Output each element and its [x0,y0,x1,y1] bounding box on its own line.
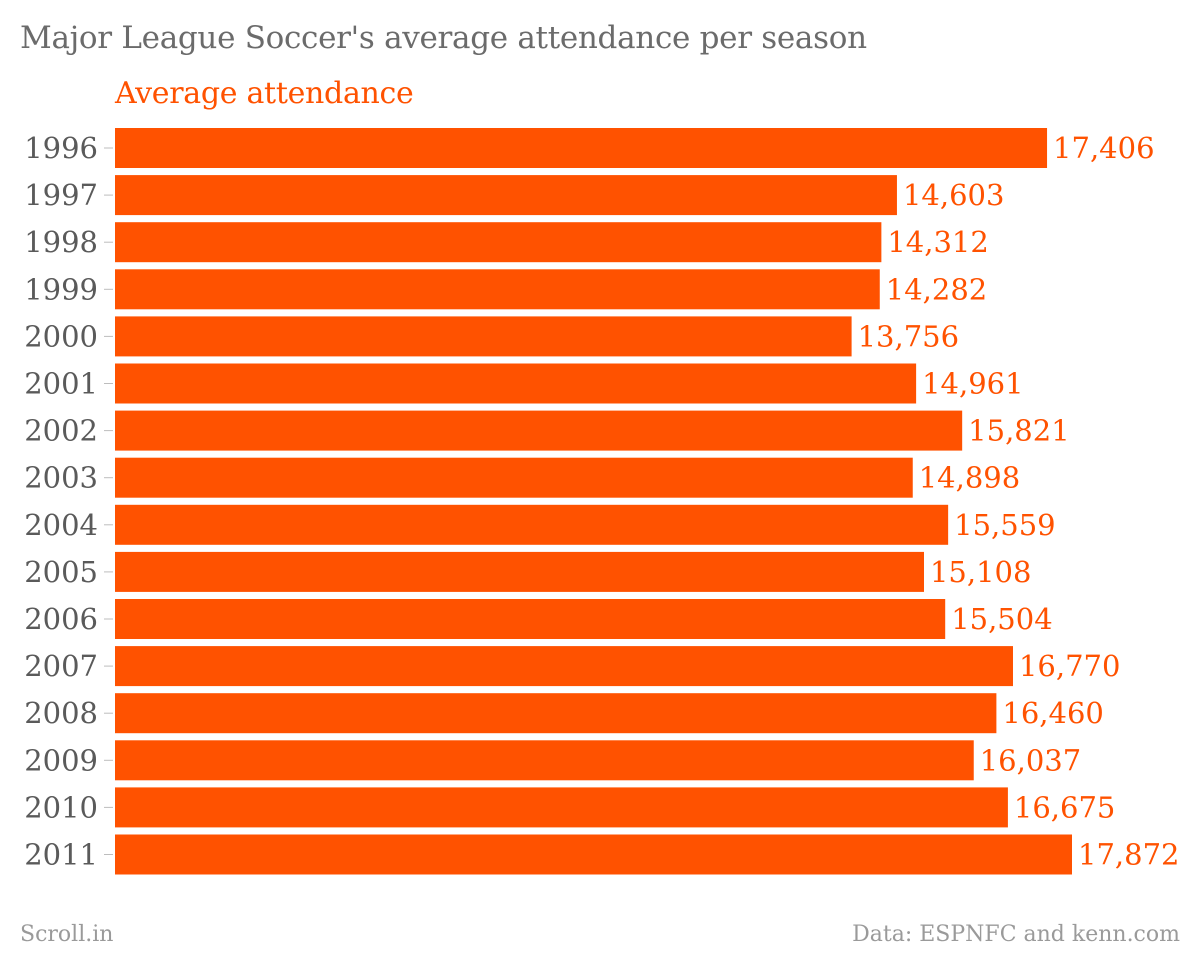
bar-2002 [115,410,963,451]
bar-value-label: 15,108 [930,555,1031,589]
bar-1998 [115,222,882,263]
category-tick-label: 2002 [24,414,98,448]
bar-2000 [115,316,852,357]
bar-value-label: 14,898 [919,461,1020,495]
bar-value-label: 14,603 [903,178,1004,212]
category-tick-label: 1998 [24,225,98,259]
bar-2010 [115,787,1008,828]
bar-2011 [115,834,1072,875]
bar-2005 [115,551,924,592]
category-tick-label: 2003 [24,461,98,495]
bar-value-label: 16,770 [1019,649,1120,683]
bar-value-label: 14,961 [922,367,1023,401]
category-tick-label: 1999 [24,272,98,306]
bar-2001 [115,363,917,404]
category-tick-label: 2009 [24,743,98,777]
bar-2008 [115,693,997,734]
category-tick-label: 1996 [24,131,98,165]
bar-2006 [115,599,946,639]
category-tick-label: 2004 [24,508,98,542]
bar-value-label: 15,821 [968,414,1069,448]
bar-value-label: 16,037 [980,743,1081,777]
bar-value-label: 17,872 [1078,838,1179,872]
bar-1996 [115,128,1048,168]
data-credit: Data: ESPNFC and kenn.com [852,922,1180,947]
category-tick-label: 2011 [24,838,98,872]
bar-value-label: 15,504 [951,602,1052,636]
bar-2007 [115,646,1013,687]
series-label: Average attendance [115,76,414,111]
category-tick-label: 2000 [24,319,98,353]
bar-2003 [115,457,913,498]
chart-title: Major League Soccer's average attendance… [20,20,867,56]
bar-value-label: 16,460 [1002,696,1103,730]
bar-value-label: 14,282 [886,272,987,306]
bar-value-label: 14,312 [887,225,988,259]
category-tick-label: 2007 [24,649,98,683]
bar-value-label: 15,559 [954,508,1055,542]
category-tick-label: 2001 [24,367,98,401]
bar-value-label: 13,756 [858,319,959,353]
bar-1997 [115,175,897,216]
source-credit: Scroll.in [20,922,114,947]
category-tick-label: 2008 [24,696,98,730]
bar-1999 [115,269,880,310]
bar-2009 [115,740,974,781]
category-tick-label: 2005 [24,555,98,589]
bar-2004 [115,504,949,545]
category-tick-label: 1997 [24,178,98,212]
bar-value-label: 16,675 [1014,790,1115,824]
category-tick-label: 2006 [24,602,98,636]
category-tick-label: 2010 [24,790,98,824]
bar-value-label: 17,406 [1053,131,1154,165]
